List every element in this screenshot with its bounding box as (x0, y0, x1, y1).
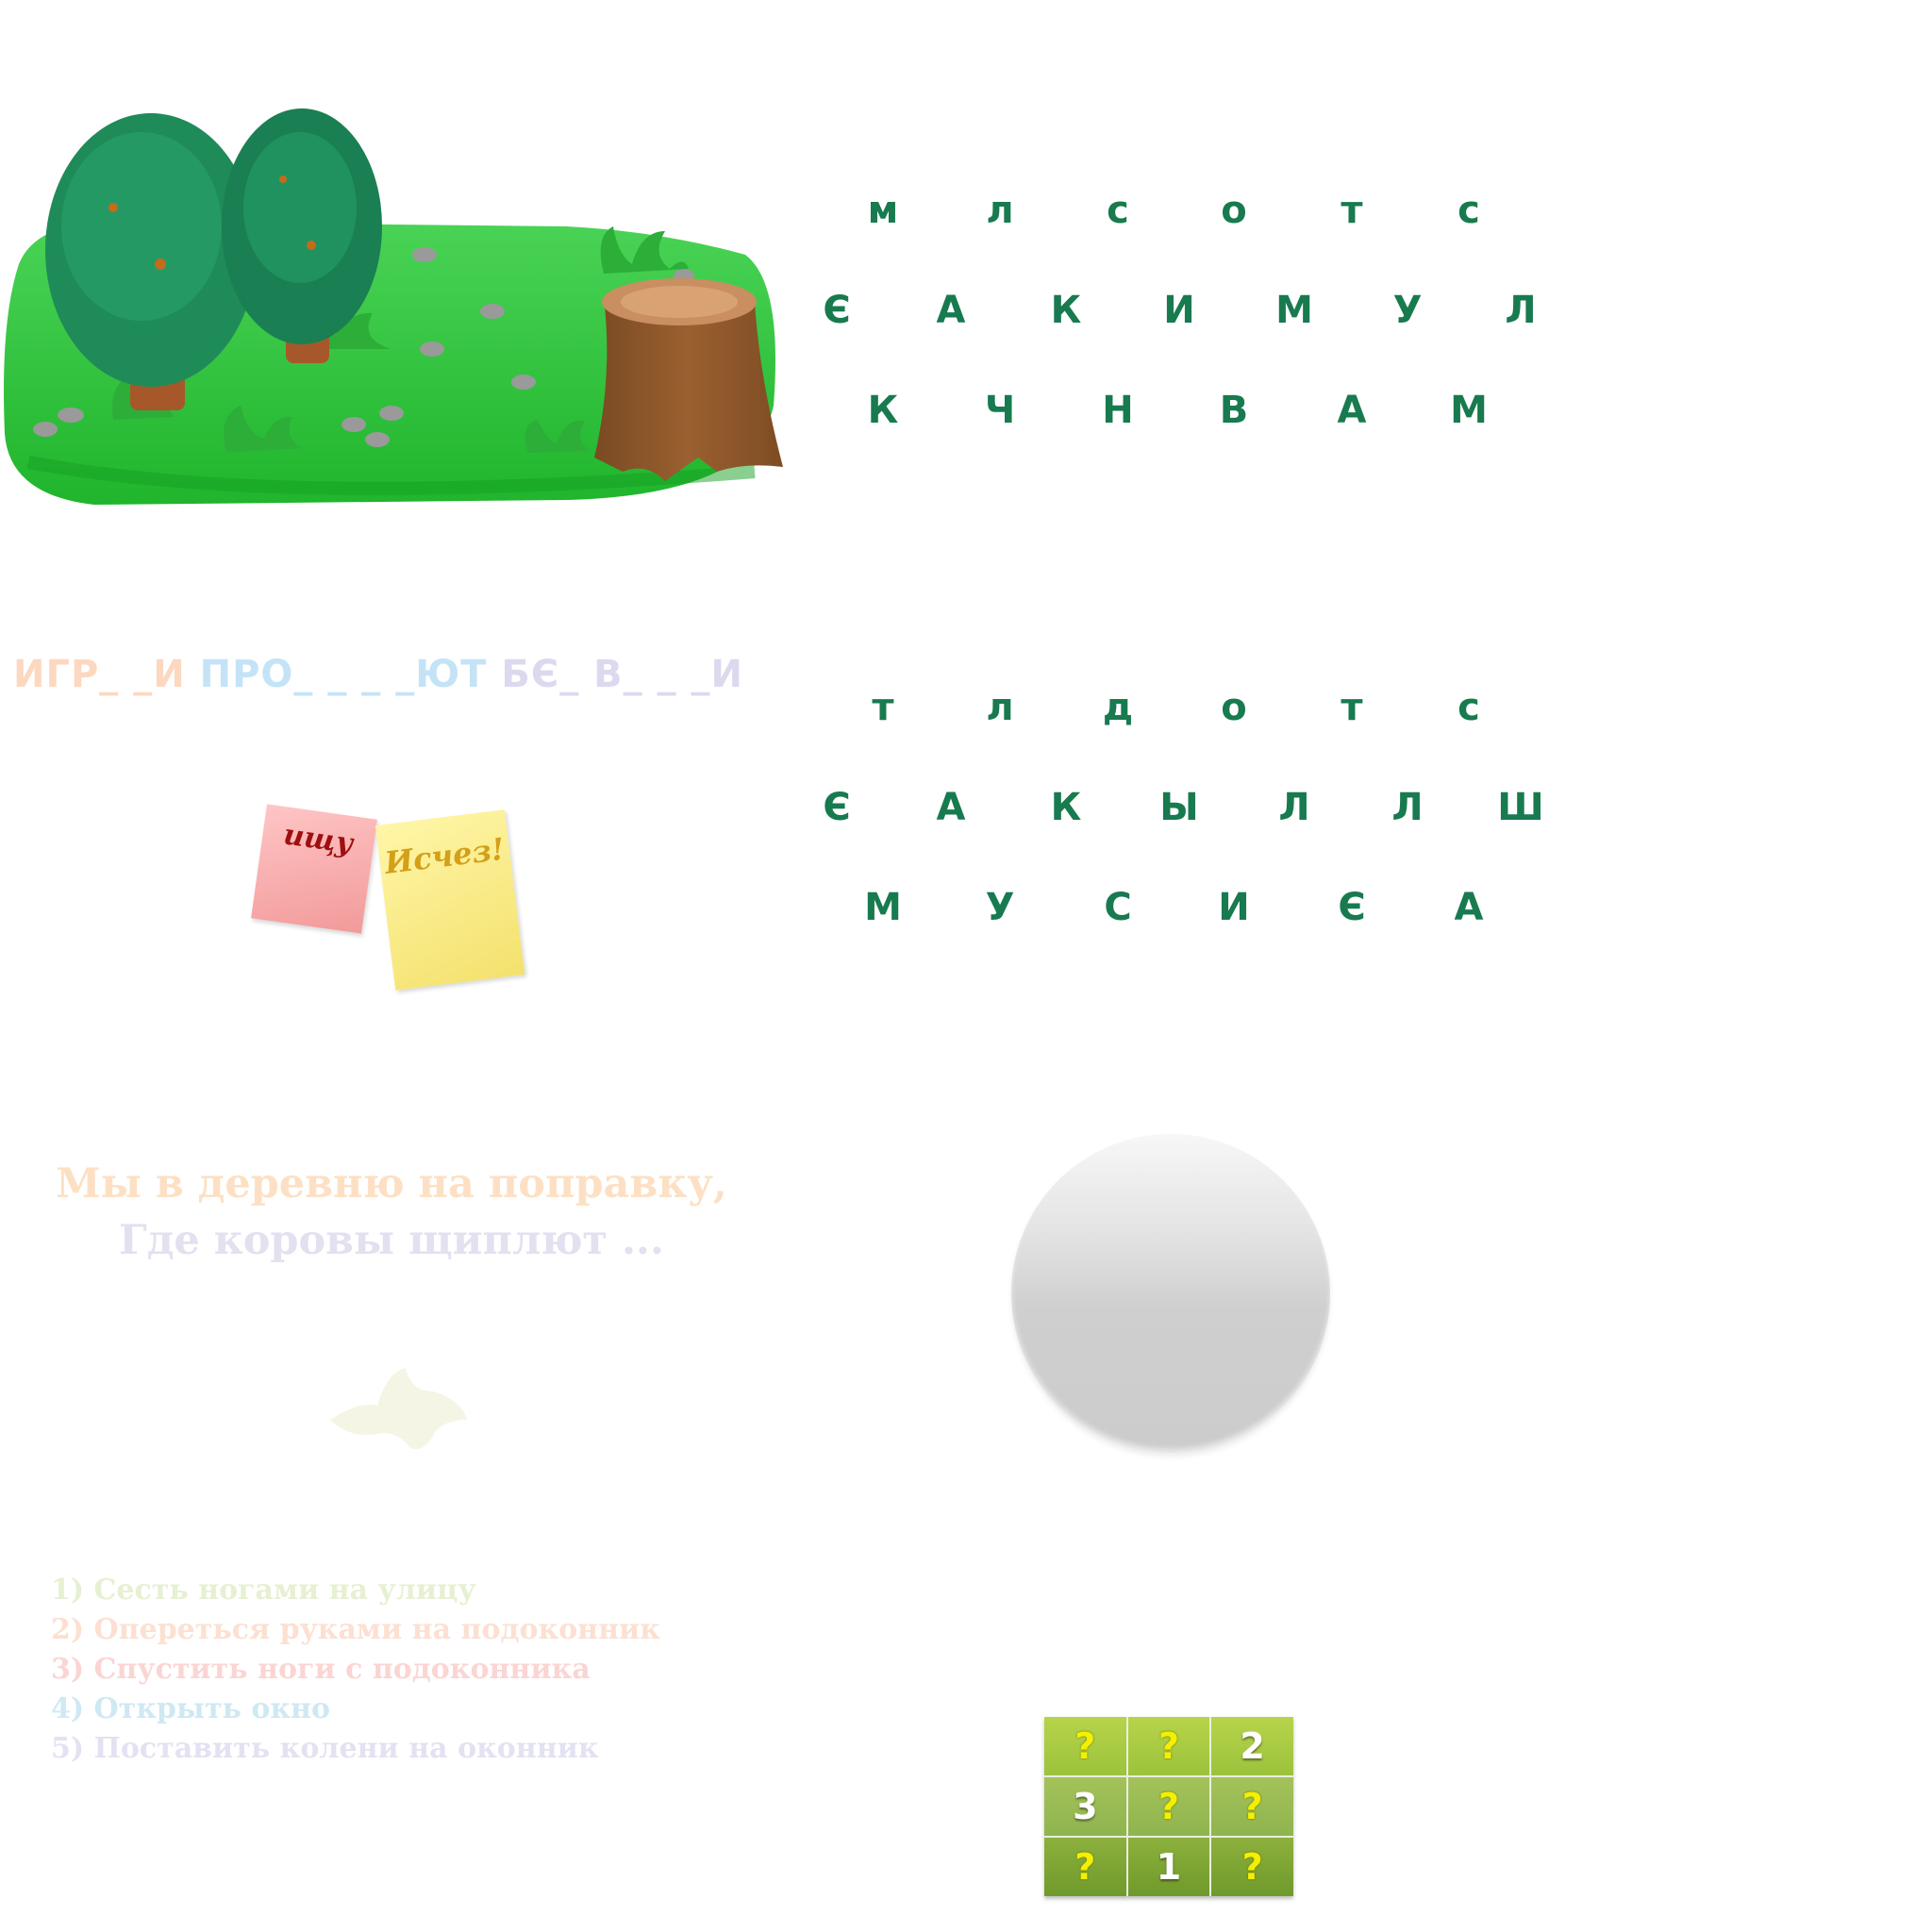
letter-cell[interactable]: д (1102, 686, 1134, 729)
letter-cell[interactable]: м (867, 189, 899, 232)
grid-cell[interactable]: 2 (1211, 1717, 1293, 1775)
puzzle-word-2[interactable]: ПРО_ _ _ _ЮТ (199, 653, 488, 696)
step-text: Открыть окно (93, 1692, 331, 1725)
pink-note-text: ищу (281, 818, 356, 861)
letter-grid-2: т л д о т с Є А К Ы Л Л Ш М У С И Є А (811, 658, 1566, 958)
letter-cell[interactable]: с (1457, 189, 1480, 232)
letter-cell[interactable]: В (1219, 389, 1249, 432)
grid-cell[interactable]: ? (1211, 1838, 1293, 1896)
forest-scene-image (4, 108, 783, 505)
ordering-steps-list: 1) Сесть ногами на улицу 2) Опереться ру… (51, 1571, 660, 1769)
step-item[interactable]: 3) Спустить ноги с подоконника (51, 1650, 660, 1690)
letter-cell[interactable]: о (1221, 189, 1247, 232)
letter-cell[interactable]: К (1050, 289, 1082, 332)
gray-circle-button[interactable] (1011, 1134, 1330, 1453)
letter-cell[interactable]: М (864, 886, 902, 929)
puzzle-word-1[interactable]: ИГР_ _И (13, 653, 186, 696)
step-number: 1) (51, 1574, 85, 1607)
grid-cell[interactable]: ? (1044, 1838, 1126, 1896)
trees (45, 108, 382, 410)
yellow-note-text: Исчез! (382, 830, 507, 881)
letter-cell[interactable]: У (1392, 289, 1423, 332)
letter-cell[interactable]: Н (1102, 389, 1134, 432)
grid-cell[interactable]: ? (1127, 1717, 1210, 1775)
letter-grid-1-row-1: м л с о т с (811, 160, 1566, 260)
letter-cell[interactable]: т (1341, 686, 1363, 729)
grid-cell[interactable]: 1 (1127, 1838, 1210, 1896)
letter-cell[interactable]: Л (1391, 786, 1424, 829)
letter-grid-2-row-1: т л д о т с (811, 658, 1566, 758)
letter-grid-1-row-3: К Ч Н В А М (811, 360, 1566, 460)
letter-grid-1: м л с о т с Є А К И М У Л К Ч Н В А М (811, 160, 1566, 460)
letter-cell[interactable]: У (985, 886, 1015, 929)
step-number: 4) (51, 1692, 85, 1725)
letter-cell[interactable]: А (936, 786, 966, 829)
letter-cell[interactable]: М (1275, 289, 1313, 332)
number-puzzle-grid: ? ? 2 3 ? ? ? 1 ? (1044, 1717, 1293, 1896)
yellow-note-card[interactable]: Исчез! (375, 809, 525, 991)
pink-note-card[interactable]: ищу (251, 804, 377, 934)
letter-grid-1-row-2: Є А К И М У Л (811, 260, 1566, 360)
letter-cell[interactable]: М (1450, 389, 1488, 432)
letter-grid-2-row-2: Є А К Ы Л Л Ш (811, 758, 1566, 858)
step-number: 5) (51, 1732, 85, 1765)
letter-cell[interactable]: С (1104, 886, 1132, 929)
letter-cell[interactable]: л (986, 189, 1014, 232)
puzzle-word-3[interactable]: БЄ_ В_ _ _И (501, 653, 743, 696)
poem-line-2: Где коровы щиплют ... (119, 1217, 664, 1264)
grid-cell[interactable]: ? (1044, 1717, 1126, 1775)
step-item[interactable]: 1) Сесть ногами на улицу (51, 1571, 660, 1610)
step-text: Спустить ноги с подоконника (93, 1653, 591, 1686)
letter-cell[interactable]: Є (823, 786, 851, 829)
step-text: Поставить колени на оконник (93, 1732, 599, 1765)
letter-cell[interactable]: И (1163, 289, 1195, 332)
step-number: 2) (51, 1613, 85, 1646)
letter-cell[interactable]: с (1457, 686, 1480, 729)
letter-cell[interactable]: А (1337, 389, 1367, 432)
letter-cell[interactable]: о (1221, 686, 1247, 729)
poem-line-1: Мы в деревню на поправку, (56, 1160, 727, 1208)
letter-cell[interactable]: л (986, 686, 1014, 729)
letter-cell[interactable]: А (1454, 886, 1484, 929)
letter-cell[interactable]: Ш (1497, 786, 1544, 829)
grid-cell[interactable]: 3 (1044, 1777, 1126, 1836)
letter-cell[interactable]: И (1218, 886, 1250, 929)
letter-cell[interactable]: с (1107, 189, 1129, 232)
grid-cell[interactable]: ? (1211, 1777, 1293, 1836)
letter-cell[interactable]: К (867, 389, 899, 432)
stones (33, 247, 694, 447)
letter-cell[interactable]: Є (823, 289, 851, 332)
letter-cell[interactable]: Л (1505, 289, 1537, 332)
grid-cell[interactable]: ? (1127, 1777, 1210, 1836)
letter-cell[interactable]: К (1050, 786, 1082, 829)
step-number: 3) (51, 1653, 85, 1686)
step-text: Сесть ногами на улицу (93, 1574, 476, 1607)
tree-stump (594, 278, 783, 481)
letter-grid-2-row-3: М У С И Є А (811, 858, 1566, 958)
letter-cell[interactable]: т (1341, 189, 1363, 232)
letter-cell[interactable]: Л (1278, 786, 1310, 829)
letter-cell[interactable]: А (936, 289, 966, 332)
letter-cell[interactable]: Ч (984, 389, 1016, 432)
letter-cell[interactable]: Є (1338, 886, 1366, 929)
letter-cell[interactable]: т (872, 686, 894, 729)
step-item[interactable]: 2) Опереться руками на подоконник (51, 1610, 660, 1650)
step-item[interactable]: 4) Открыть окно (51, 1690, 660, 1729)
leaf-icon (330, 1368, 467, 1449)
letter-cell[interactable]: Ы (1159, 786, 1199, 829)
step-item[interactable]: 5) Поставить колени на оконник (51, 1729, 660, 1769)
step-text: Опереться руками на подоконник (93, 1613, 660, 1646)
fill-in-puzzle-sentence: ИГР_ _И ПРО_ _ _ _ЮТ БЄ_ В_ _ _И (13, 653, 768, 696)
